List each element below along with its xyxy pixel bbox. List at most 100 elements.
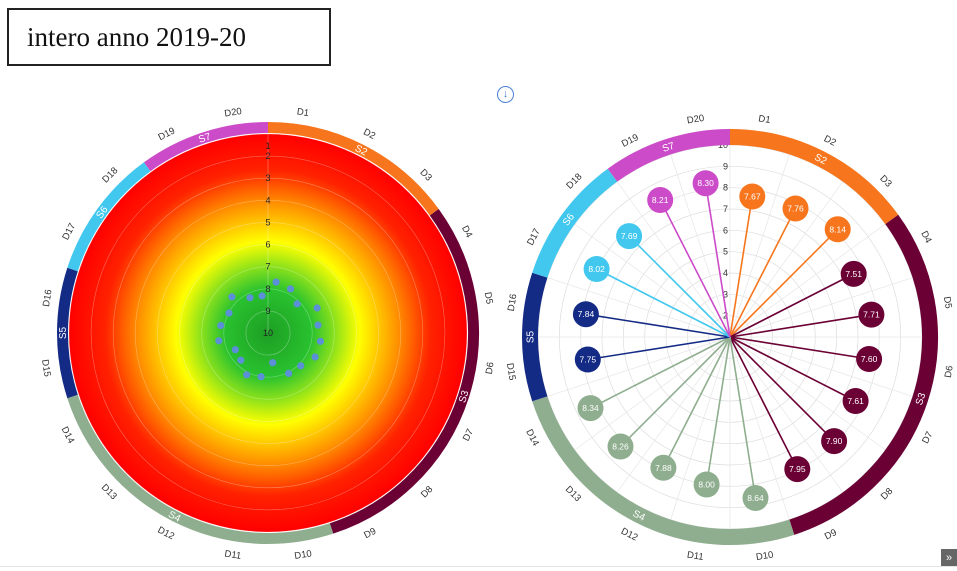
scale-tick-label: 9	[723, 161, 728, 171]
lollipop-stem	[704, 183, 731, 338]
lollipop-head[interactable]	[782, 195, 809, 222]
value-label: 8.34	[582, 403, 599, 413]
category-label: D6	[484, 361, 497, 375]
lollipop-stem	[662, 336, 731, 469]
data-point	[269, 359, 277, 367]
group-label: S7	[661, 140, 676, 154]
category-label: D15	[39, 359, 53, 378]
lollipop-stem	[729, 273, 855, 338]
data-point	[293, 300, 301, 308]
scale-tick-label: 10	[263, 328, 273, 338]
grid-spoke	[547, 277, 731, 338]
lollipop-head[interactable]	[842, 388, 869, 414]
category-label: D20	[686, 113, 705, 127]
data-point	[217, 321, 225, 330]
grid-spoke	[729, 223, 886, 338]
lollipop-head[interactable]	[583, 256, 610, 282]
category-label: D10	[755, 549, 774, 563]
scale-tick-label: 4	[723, 268, 728, 278]
scale-tick-label: 3	[265, 173, 270, 183]
value-label: 7.71	[863, 310, 880, 320]
lollipop-head[interactable]	[574, 346, 601, 373]
bottom-divider	[0, 566, 957, 567]
value-label: 7.84	[578, 309, 595, 319]
scale-tick-label: 2	[265, 151, 270, 161]
lollipop-stem	[729, 313, 872, 338]
lollipop-head[interactable]	[616, 223, 643, 250]
heatmap-disc	[69, 134, 467, 532]
lollipop-head[interactable]	[650, 454, 677, 481]
category-label: D16	[506, 293, 520, 312]
lollipop-head[interactable]	[607, 433, 634, 460]
lollipop-stem	[659, 199, 731, 338]
category-label: D18	[564, 171, 584, 191]
group-label: S3	[457, 389, 471, 404]
group-arc-s5	[522, 272, 548, 402]
data-point	[243, 371, 251, 379]
value-label: 8.64	[747, 493, 764, 503]
category-label: D5	[941, 296, 954, 310]
grid-spoke	[729, 277, 913, 338]
grid-spoke	[616, 181, 731, 338]
lollipop-stem	[628, 235, 731, 338]
category-label: D7	[920, 430, 935, 446]
category-label: D13	[563, 484, 583, 504]
value-label: 8.02	[588, 264, 605, 274]
group-label: S5	[526, 330, 537, 343]
value-label: 7.67	[744, 192, 761, 202]
lollipop-stem	[729, 336, 835, 442]
lollipop-head[interactable]	[784, 456, 811, 483]
scale-tick-label: 5	[265, 217, 270, 227]
lollipop-head[interactable]	[577, 395, 604, 422]
lollipop-head[interactable]	[693, 471, 720, 498]
group-arc-s4	[67, 394, 334, 544]
data-point	[257, 373, 265, 381]
lollipop-head[interactable]	[821, 428, 848, 455]
lollipop-stem	[729, 208, 797, 338]
lollipop-head[interactable]	[739, 183, 766, 210]
value-label: 7.61	[847, 396, 864, 406]
group-arc-s6	[67, 162, 151, 272]
category-label: D1	[758, 113, 772, 126]
category-label: D2	[361, 127, 377, 142]
group-arc-s7	[607, 129, 731, 182]
grid-spoke	[729, 181, 844, 338]
grid-spoke	[729, 336, 913, 397]
grid-spoke	[670, 154, 731, 338]
download-button[interactable]: ↓	[497, 86, 514, 103]
lollipop-head[interactable]	[824, 216, 851, 243]
category-label: D11	[686, 550, 704, 563]
scale-tick-label: 6	[723, 225, 728, 235]
grid-ring	[90, 155, 446, 511]
data-point	[225, 309, 233, 317]
value-label: 7.75	[580, 355, 597, 365]
category-label: D17	[60, 221, 78, 242]
category-label: D4	[459, 224, 474, 240]
grid-spoke	[547, 336, 731, 397]
data-point	[286, 285, 295, 293]
lollipop-stem	[729, 336, 757, 499]
lollipop-head[interactable]	[858, 301, 885, 328]
scroll-top-button[interactable]: »	[941, 549, 957, 567]
lollipop-head[interactable]	[742, 485, 769, 511]
value-label: 8.14	[829, 224, 846, 234]
value-label: 7.76	[787, 204, 804, 214]
lollipop-head[interactable]	[572, 301, 599, 328]
lollipop-stem	[587, 336, 731, 361]
lollipop-stem	[729, 336, 856, 402]
group-arc-s3	[789, 214, 938, 535]
double-chevron-up-icon: »	[945, 552, 953, 564]
data-point	[285, 369, 293, 377]
category-label: D14	[523, 427, 541, 448]
lollipop-head[interactable]	[856, 346, 883, 372]
scale-tick-label: 9	[265, 306, 270, 316]
group-arc-s2	[729, 129, 899, 225]
lollipop-head[interactable]	[647, 187, 674, 213]
category-label: D14	[59, 425, 77, 446]
lollipop-head[interactable]	[692, 170, 719, 197]
group-arc-s4	[532, 396, 795, 545]
lollipop-stem	[729, 228, 839, 338]
data-point	[316, 337, 324, 345]
lollipop-head[interactable]	[840, 260, 867, 287]
